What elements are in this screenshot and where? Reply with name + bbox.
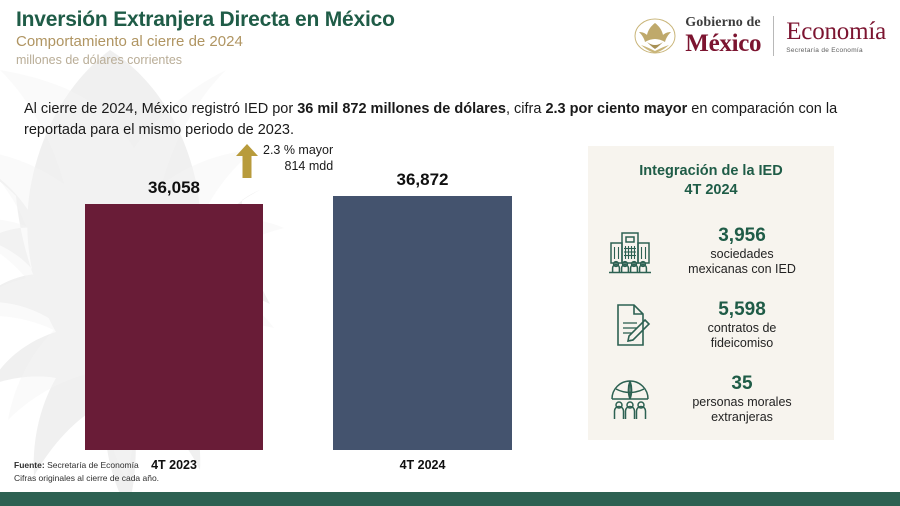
panel-desc-personas-2: extranjeras	[711, 410, 773, 425]
growth-amount: 814 mdd	[284, 158, 334, 173]
page-subtitle: Comportamiento al cierre de 2024	[16, 33, 243, 51]
mexico-label: México	[685, 30, 762, 57]
arrow-up-icon	[236, 144, 258, 178]
economia-text: Economía Secretaría de Economía	[786, 19, 886, 54]
panel-item-personas: 35 personas morales extranjeras	[588, 362, 834, 436]
panel-desc-personas-1: personas morales	[692, 395, 792, 410]
panel-copy-personas: 35 personas morales extranjeras	[662, 372, 822, 426]
bar-rect-2023	[85, 204, 263, 450]
panel-copy-contratos: 5,598 contratos de fideicomiso	[662, 298, 822, 352]
panel-desc-sociedades-1: sociedades	[710, 247, 774, 262]
ied-composition-panel: Integración de la IED 4T 2024	[588, 146, 834, 440]
secretaria-label: Secretaría de Economía	[786, 46, 863, 54]
footer-source-label: Fuente:	[14, 460, 45, 471]
panel-desc-contratos-2: fideicomiso	[710, 336, 774, 351]
panel-number-contratos: 5,598	[718, 298, 766, 320]
panel-number-personas: 35	[731, 372, 753, 394]
growth-percent: 2.3 % mayor	[263, 143, 334, 157]
gobierno-de-mexico-logo: Gobierno de México Economía Secretaría d…	[632, 12, 886, 60]
bar-value-2024: 36,872	[396, 170, 449, 189]
footer-bar	[0, 492, 900, 506]
gobierno-de-label: Gobierno de	[685, 15, 761, 30]
bar-value-2023: 36,058	[148, 178, 200, 197]
document-with-pen-icon	[604, 299, 656, 351]
panel-item-contratos: 5,598 contratos de fideicomiso	[588, 288, 834, 362]
title-block: Inversión Extranjera Directa en México C…	[16, 8, 395, 69]
growth-annotation: 2.3 % mayor 814 mdd	[236, 143, 333, 178]
bar-category-2023: 4T 2023	[151, 458, 197, 472]
panel-item-sociedades: 3,956 sociedades mexicanas con IED	[588, 214, 834, 288]
growth-text: 2.3 % mayor 814 mdd	[263, 143, 333, 174]
lead-part3: en comparación con la reportada para el …	[24, 100, 838, 139]
panel-title: Integración de la IED 4T 2024	[588, 146, 834, 200]
footer-source: Fuente: Secretaría de Economía Cifras or…	[14, 459, 159, 484]
gobierno-text: Gobierno de México	[685, 15, 762, 57]
lead-bold2: 2.3 por ciento mayor	[545, 100, 688, 117]
economia-label: Economía	[786, 17, 886, 45]
bar-rect-2024	[333, 196, 512, 450]
footer-source-line: Fuente: Secretaría de Economía	[14, 459, 159, 471]
mexican-eagle-icon	[632, 16, 678, 56]
footer-source-value: Secretaría de Economía	[44, 460, 139, 471]
bar-4t-2024: 36,872 4T 2024	[333, 170, 512, 472]
panel-items: 3,956 sociedades mexicanas con IED	[588, 214, 834, 436]
header: Inversión Extranjera Directa en México C…	[0, 0, 900, 72]
panel-desc-sociedades-2: mexicanas con IED	[688, 262, 796, 277]
building-with-people-icon	[604, 225, 656, 277]
panel-copy-sociedades: 3,956 sociedades mexicanas con IED	[662, 224, 822, 278]
panel-desc-contratos-1: contratos de	[707, 321, 777, 336]
panel-title-line2: 4T 2024	[684, 181, 738, 198]
bar-chart: 36,058 4T 2023 36,872 4T 2024 2.3 % mayo…	[0, 130, 560, 472]
page-title: Inversión Extranjera Directa en México	[16, 8, 395, 31]
lead-paragraph: Al cierre de 2024, México registró IED p…	[24, 99, 880, 143]
bar-4t-2023: 36,058 4T 2023	[85, 178, 263, 472]
footer-note-line: Cifras originales al cierre de cada año.	[14, 472, 160, 483]
lead-part1: Al cierre de 2024, México registró IED p…	[24, 100, 298, 117]
panel-title-line1: Integración de la IED	[639, 163, 783, 179]
lead-bold1: 36 mil 872 millones de dólares	[297, 100, 506, 117]
lead-part2: , cifra	[505, 100, 546, 117]
panel-number-sociedades: 3,956	[718, 224, 766, 246]
page-units: millones de dólares corrientes	[16, 52, 183, 67]
bar-category-2024: 4T 2024	[399, 458, 446, 472]
globe-with-people-icon	[604, 373, 656, 425]
logo-divider	[773, 16, 775, 56]
